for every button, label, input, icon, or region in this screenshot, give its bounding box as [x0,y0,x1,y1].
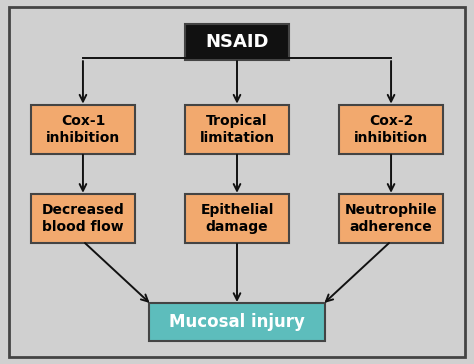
Text: Mucosal injury: Mucosal injury [169,313,305,331]
FancyBboxPatch shape [185,104,289,154]
Text: NSAID: NSAID [205,33,269,51]
FancyBboxPatch shape [339,104,443,154]
Text: Epithelial
damage: Epithelial damage [201,203,273,234]
FancyBboxPatch shape [31,194,135,243]
FancyBboxPatch shape [339,194,443,243]
Text: Cox-1
inhibition: Cox-1 inhibition [46,114,120,145]
FancyBboxPatch shape [149,303,325,341]
FancyBboxPatch shape [185,194,289,243]
FancyBboxPatch shape [185,24,289,60]
FancyBboxPatch shape [31,104,135,154]
Text: Neutrophile
adherence: Neutrophile adherence [345,203,438,234]
Text: Tropical
limitation: Tropical limitation [200,114,274,145]
Text: Decreased
blood flow: Decreased blood flow [42,203,124,234]
Text: Cox-2
inhibition: Cox-2 inhibition [354,114,428,145]
